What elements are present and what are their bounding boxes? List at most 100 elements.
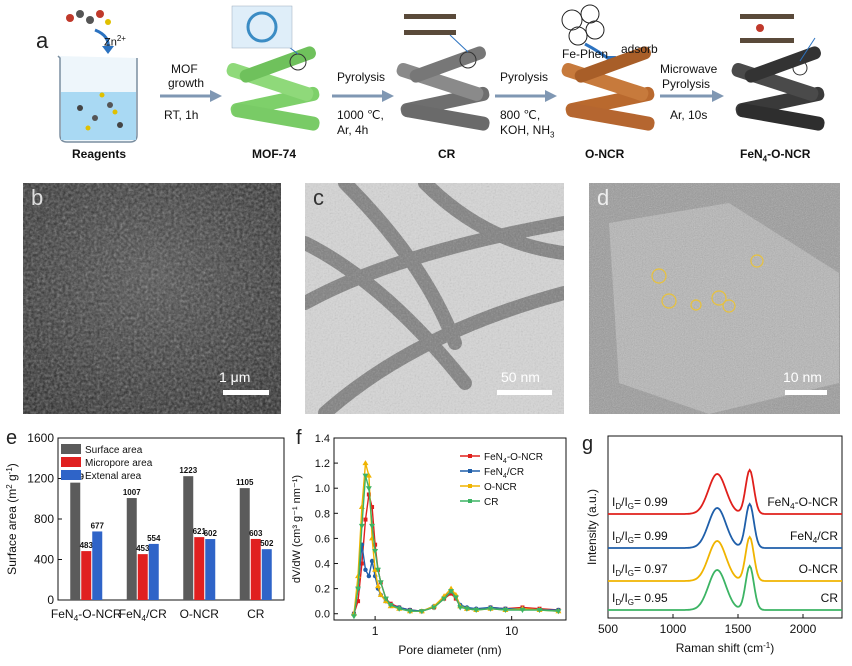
raman-spectrum-line: [608, 535, 842, 582]
step3-label-b1: 800 ℃,: [500, 108, 541, 122]
x-tick-label-g: 1000: [660, 622, 687, 636]
legend-label-f: FeN4/CR: [484, 467, 524, 480]
data-point-f: [366, 573, 372, 579]
y-tick-label-f: 0.2: [315, 584, 330, 596]
x-tick-label-g: 500: [598, 622, 618, 636]
y-tick-label-e: 800: [34, 512, 54, 526]
id-ig-ratio-label: ID/IG= 0.97: [612, 562, 668, 578]
bar: [126, 498, 137, 600]
scale-bar-b: [223, 390, 269, 395]
tem-texture-c: [305, 183, 564, 414]
oncr-rods-icon: [561, 46, 655, 131]
data-point-f: [555, 609, 562, 615]
panel-a: a: [0, 0, 852, 175]
bar-value-label: 621: [193, 527, 207, 536]
data-point-f: [382, 596, 389, 602]
panel-letter-c: c: [313, 185, 324, 210]
panel-letter-b: b: [31, 185, 44, 210]
y-tick-label-f: 0.8: [315, 508, 330, 520]
x-category-label-e: FeN4-O-NCR: [51, 607, 122, 623]
data-point-f: [375, 567, 382, 573]
data-point-f: [356, 599, 361, 604]
bar-value-label: 1105: [236, 478, 254, 487]
sem-image-b: b 1 μm: [23, 183, 281, 414]
bar: [239, 488, 250, 600]
step2-label-b2: Ar, 4h: [337, 123, 369, 137]
series-label-g: FeN4-O-NCR: [767, 495, 838, 511]
fe-site-markers: [651, 254, 764, 313]
series-label-g: CR: [821, 591, 839, 605]
raman-spectrum-line: [608, 502, 842, 549]
data-point-f: [373, 542, 378, 547]
bar: [194, 537, 205, 600]
id-ig-ratio-label: ID/IG= 0.99: [612, 529, 668, 545]
legend-marker-f: [468, 454, 472, 458]
x-category-label-e: FeN4/CR: [119, 607, 167, 623]
data-point-f: [448, 589, 455, 595]
bar: [81, 551, 92, 600]
x-axis-label-g: Raman shift (cm-1): [676, 641, 774, 655]
scale-label-b: 1 μm: [219, 369, 251, 385]
process-arrows: [160, 90, 724, 102]
y-axis-label-e: Surface area (m2 g-1): [5, 463, 19, 575]
data-point-f: [519, 607, 526, 613]
step1-label-top: MOF: [171, 62, 198, 76]
data-point-f: [452, 595, 459, 601]
bar: [261, 549, 272, 600]
legend-label-e: Extenal area: [85, 471, 142, 482]
data-point-f: [369, 523, 376, 529]
bar-value-label: 603: [249, 529, 263, 538]
data-point-f: [358, 523, 365, 529]
fe-phen-molecule-icon: [561, 4, 605, 46]
surface-area-bar-chart: e 0 400 800 1200 1600 Surface area (m2 g-1) Fe…: [5, 427, 285, 623]
step2-label-top: Pyrolysis: [337, 70, 386, 84]
id-ig-ratio-label: ID/IG= 0.95: [612, 591, 668, 607]
zn-label: Zn2+: [104, 34, 126, 49]
y-tick-label-f: 1.0: [315, 483, 330, 495]
bar-value-label: 1223: [179, 466, 197, 475]
step4-label-top2: Pyrolysis: [662, 77, 711, 91]
y-tick-label-f: 0.0: [315, 609, 330, 621]
data-point-f: [362, 473, 369, 479]
legend-label-e: Micropore area: [85, 458, 153, 469]
bar-value-label: 677: [91, 521, 105, 530]
bar: [183, 476, 194, 600]
data-point-f: [396, 606, 403, 612]
legend-swatch-e: [61, 457, 81, 467]
legend-label-e: Surface area: [85, 445, 143, 456]
fe-phen-label: Fe-Phen: [562, 47, 609, 61]
panel-letter-f: f: [296, 427, 302, 449]
series-line-f: [353, 462, 559, 614]
step3-label-b2: KOH, NH3: [500, 123, 555, 140]
y-tick-label-e: 0: [47, 593, 54, 607]
oncr-label: O-NCR: [585, 147, 625, 161]
data-point-f: [377, 591, 384, 597]
data-point-f: [362, 460, 369, 466]
hrtem-image-d: d 10 nm: [589, 183, 840, 414]
x-tick-label-f: 1: [372, 624, 379, 638]
data-point-f: [431, 605, 438, 611]
plot-frame-g: [607, 435, 843, 619]
bar-value-label: 453: [136, 544, 150, 553]
y-tick-label-f: 0.4: [315, 559, 330, 571]
data-point-f: [457, 605, 464, 611]
data-point-f: [363, 517, 368, 522]
reagents-label: Reagents: [72, 147, 127, 161]
y-tick-label-f: 1.2: [315, 458, 330, 470]
pore-size-chart: f 0.0 0.2 0.4 0.6 0.8 1.0 1.2 1.4 1 10 Pore diamet…: [291, 427, 567, 657]
x-axis-label-f: Pore diameter (nm): [398, 643, 501, 657]
data-point-f: [372, 566, 379, 572]
x-tick-label-f: 10: [505, 624, 519, 638]
scale-label-d: 10 nm: [783, 369, 822, 385]
fen4-oncr-label: FeN4-O-NCR: [740, 147, 811, 164]
bar-value-label: 1007: [123, 488, 141, 497]
bar-value-label: 554: [147, 534, 161, 543]
y-tick-label-e: 1200: [27, 472, 54, 486]
data-point-f: [536, 607, 543, 613]
y-tick-label-e: 1600: [27, 431, 54, 445]
bar: [70, 482, 81, 600]
y-tick-label-e: 400: [34, 553, 54, 567]
tem-image-c: c 50 nm: [305, 183, 564, 414]
raman-spectrum-line: [608, 564, 842, 611]
bar: [148, 543, 159, 600]
